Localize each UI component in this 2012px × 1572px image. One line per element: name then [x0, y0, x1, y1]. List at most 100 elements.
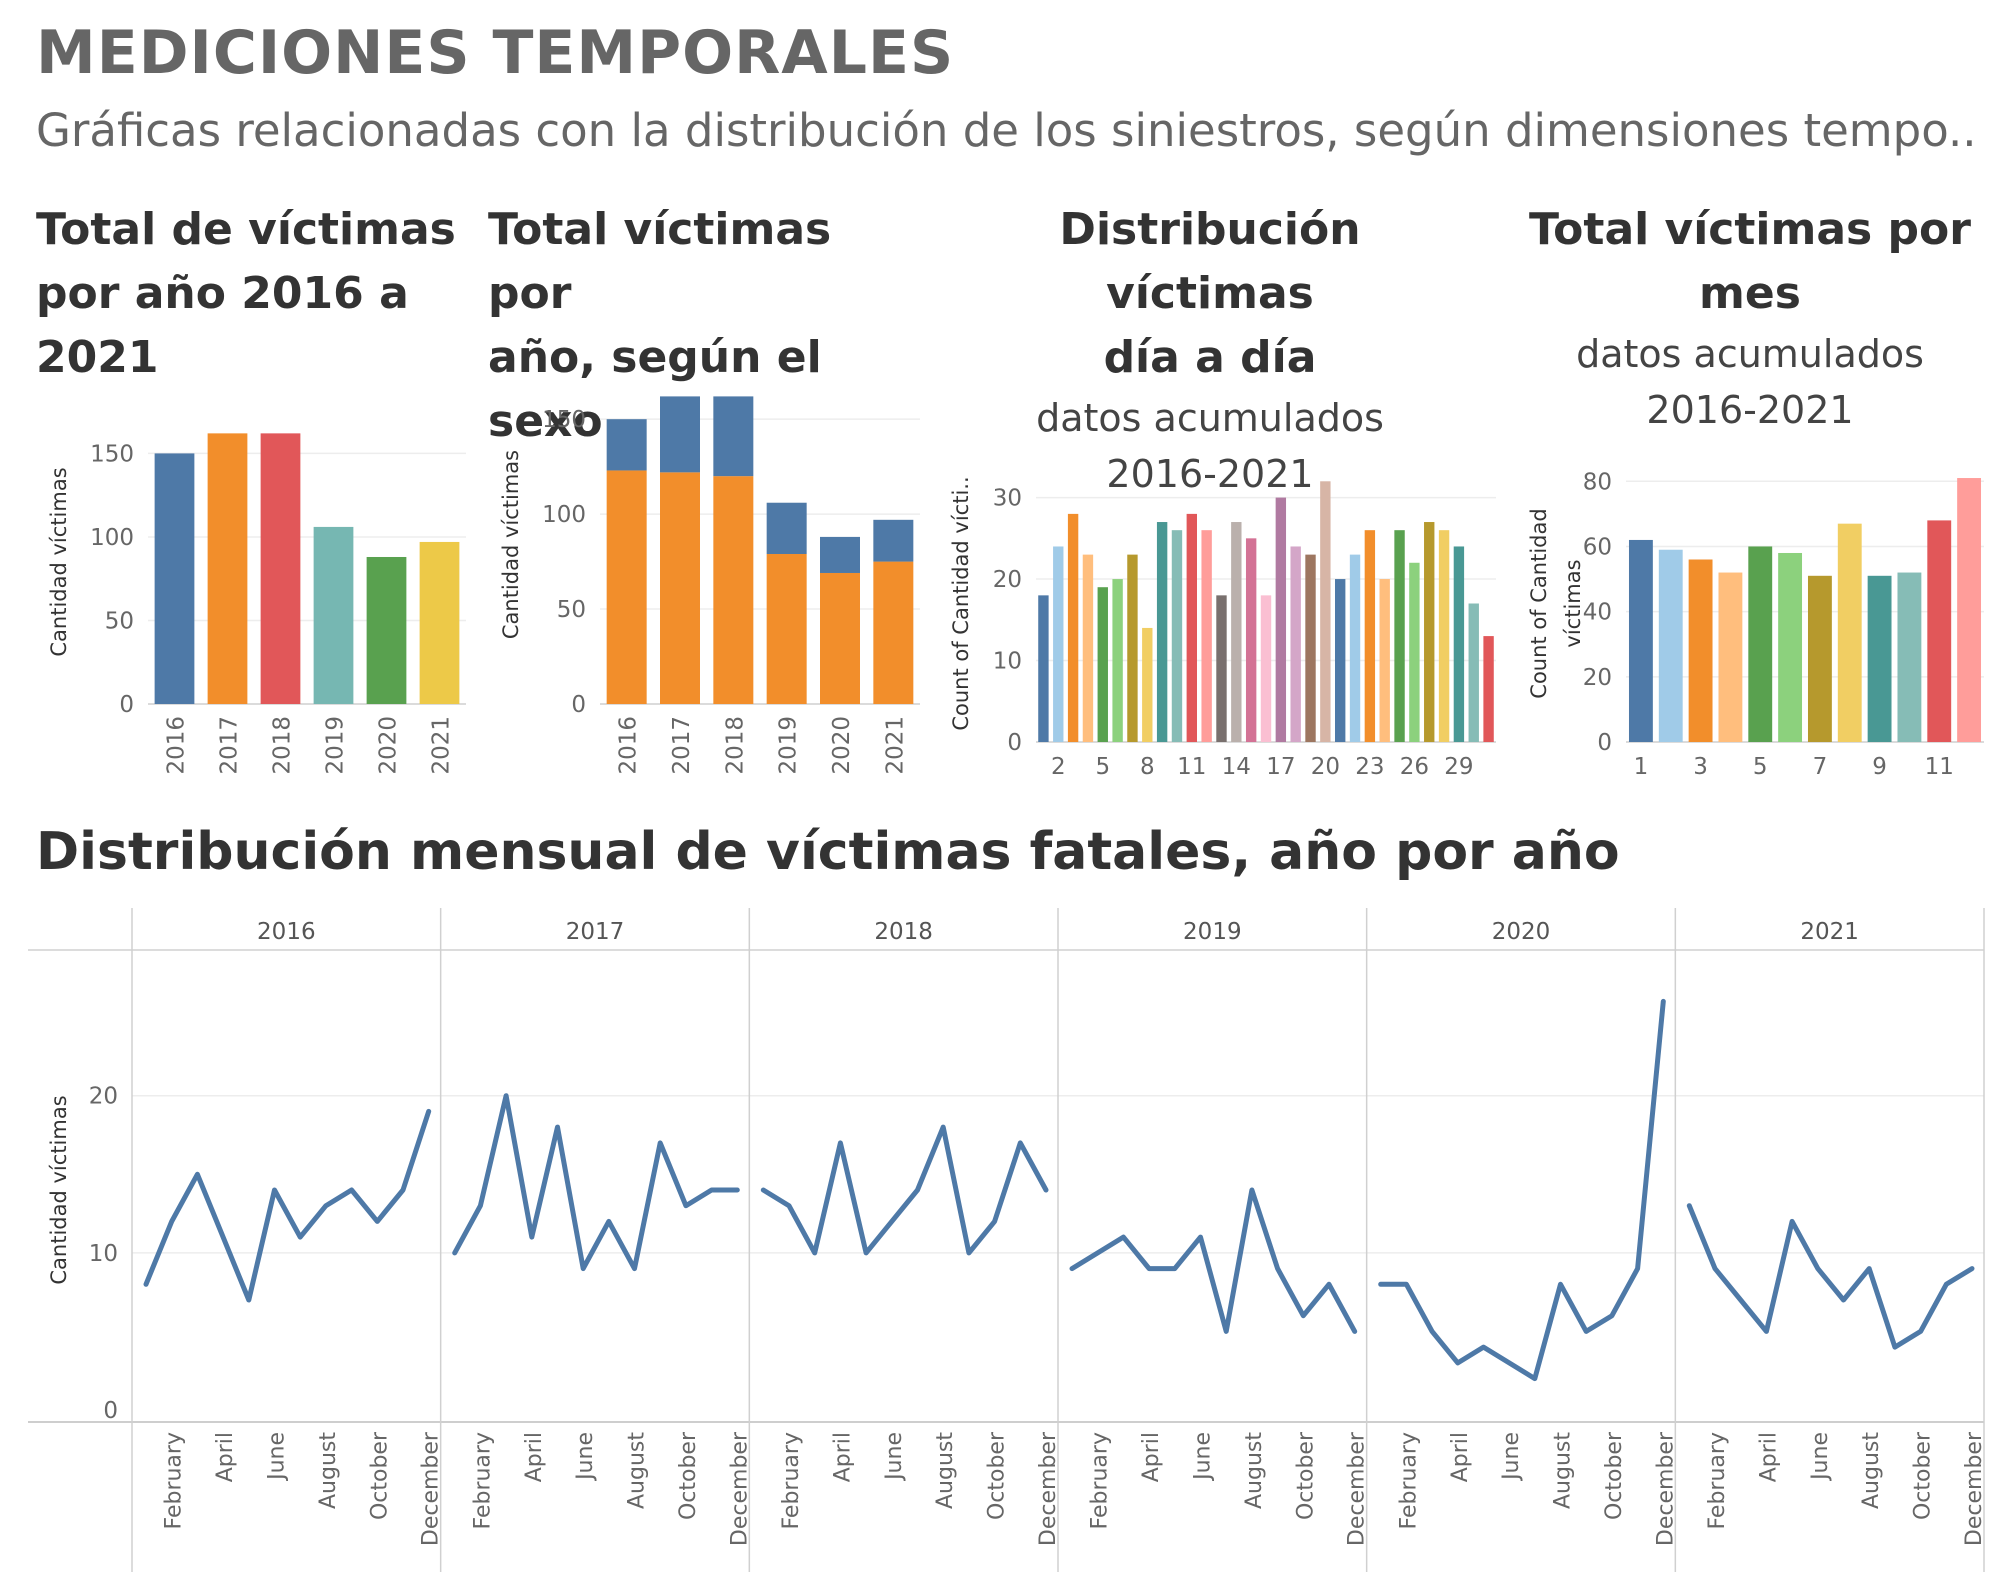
- x-tick-label: October: [985, 1431, 1010, 1520]
- x-tick-label: April: [1448, 1432, 1473, 1482]
- bar: [1628, 539, 1653, 742]
- bar: [1927, 520, 1952, 742]
- y-tick-label: 0: [103, 1398, 118, 1424]
- bar: [1290, 546, 1301, 742]
- bar: [1335, 579, 1346, 742]
- chart2-title: Total víctimas por año, según el sexo: [488, 198, 928, 454]
- bar: [1349, 554, 1361, 742]
- x-tick-label: June: [1499, 1432, 1524, 1482]
- bar-segment: [820, 536, 860, 573]
- bar: [1112, 579, 1123, 742]
- chart1-title-line: Total de víctimas: [36, 204, 456, 255]
- x-tick-label: December: [727, 1431, 752, 1546]
- x-tick-label: June: [882, 1432, 907, 1482]
- chart1-title-line: 2021: [36, 332, 159, 383]
- x-tick-label: 20: [1311, 754, 1340, 780]
- y-tick-label: 20: [1583, 665, 1612, 691]
- bar: [1067, 513, 1079, 742]
- x-tick-label: February: [162, 1432, 187, 1530]
- bar: [1053, 546, 1064, 742]
- bar: [1156, 522, 1168, 742]
- series-line: [1069, 1187, 1358, 1334]
- y-tick-label: 0: [1597, 730, 1612, 756]
- x-tick-label: 2021: [429, 716, 455, 775]
- bar: [1688, 559, 1713, 742]
- x-tick-label: August: [625, 1432, 650, 1509]
- y-tick-label: 50: [105, 608, 134, 634]
- x-tick-label: June: [264, 1432, 289, 1482]
- chart1-title-line: por año 2016 a: [36, 268, 409, 319]
- x-tick-label: June: [573, 1432, 598, 1482]
- line-chart-title: Distribución mensual de víctimas fatales…: [36, 822, 1620, 882]
- bar-segment: [873, 561, 914, 704]
- series-line: [452, 1093, 740, 1272]
- bar: [1837, 523, 1862, 742]
- bar: [154, 453, 195, 704]
- chart2-title-line: año, según el sexo: [488, 332, 822, 447]
- bar: [1171, 530, 1183, 742]
- x-tick-label: February: [470, 1432, 495, 1530]
- y-axis-label: víctimas: [1561, 559, 1585, 647]
- x-tick-label: 2017: [669, 716, 695, 775]
- x-tick-label: 5: [1753, 754, 1768, 780]
- x-tick-label: August: [1242, 1432, 1267, 1509]
- x-tick-label: October: [367, 1431, 392, 1520]
- y-tick-label: 30: [993, 486, 1022, 512]
- panel-year-label: 2017: [566, 919, 625, 945]
- bar: [1275, 497, 1287, 742]
- x-tick-label: 2016: [164, 716, 190, 775]
- x-tick-label: 1: [1634, 754, 1649, 780]
- bar: [1394, 530, 1405, 742]
- series-line: [760, 1124, 1049, 1256]
- series-line: [143, 1108, 432, 1303]
- bar: [1379, 579, 1390, 742]
- x-tick-label: 9: [1872, 754, 1887, 780]
- x-tick-label: February: [1396, 1432, 1421, 1530]
- x-tick-label: 2018: [722, 716, 748, 775]
- y-tick-label: 100: [90, 525, 134, 551]
- panel-year-label: 2016: [257, 919, 316, 945]
- bar: [1718, 572, 1743, 742]
- bar: [419, 541, 460, 704]
- x-tick-label: August: [316, 1432, 341, 1509]
- x-tick-label: April: [1756, 1432, 1781, 1482]
- x-tick-label: 2019: [776, 716, 802, 775]
- page-subtitle: Gráficas relacionadas con la distribució…: [36, 104, 1977, 157]
- x-tick-label: August: [1859, 1432, 1884, 1509]
- y-tick-label: 20: [993, 567, 1022, 593]
- bar-segment: [713, 396, 754, 477]
- x-tick-label: 23: [1355, 754, 1384, 780]
- bar-segment: [660, 396, 700, 473]
- bar-segment: [820, 572, 860, 704]
- x-tick-label: June: [1808, 1432, 1833, 1482]
- bar: [1320, 481, 1331, 742]
- y-tick-label: 50: [557, 597, 586, 623]
- page-title: MEDICIONES TEMPORALES: [36, 18, 955, 88]
- y-tick-label: 100: [542, 502, 586, 528]
- x-tick-label: February: [779, 1432, 804, 1530]
- panel-year-label: 2021: [1800, 919, 1859, 945]
- y-tick-label: 0: [1007, 730, 1022, 756]
- x-tick-label: December: [1653, 1431, 1678, 1546]
- x-tick-label: 11: [1177, 754, 1206, 780]
- bar: [1424, 522, 1435, 742]
- x-tick-label: February: [1705, 1432, 1730, 1530]
- y-tick-label: 0: [571, 692, 586, 718]
- bar: [1867, 575, 1892, 742]
- y-axis-label: Count of Cantidad vícti..: [949, 476, 973, 730]
- chart3-title-block: Distribución víctimas día a día datos ac…: [950, 198, 1470, 502]
- x-tick-label: 2019: [323, 716, 349, 775]
- x-tick-label: 2021: [882, 716, 908, 775]
- bar: [1097, 587, 1108, 742]
- bar: [1231, 522, 1242, 742]
- chart4-title-line: mes: [1699, 268, 1801, 319]
- chart4-subtitle-line: 2016-2021: [1646, 388, 1854, 432]
- bar: [1748, 546, 1773, 742]
- bar-segment: [873, 519, 914, 562]
- chart3-subtitle-line: datos acumulados: [1036, 396, 1384, 440]
- series-line: [1686, 1203, 1975, 1350]
- bar: [313, 526, 354, 704]
- x-tick-label: October: [1293, 1431, 1318, 1520]
- y-tick-label: 40: [1583, 600, 1612, 626]
- bar-segment: [713, 476, 754, 704]
